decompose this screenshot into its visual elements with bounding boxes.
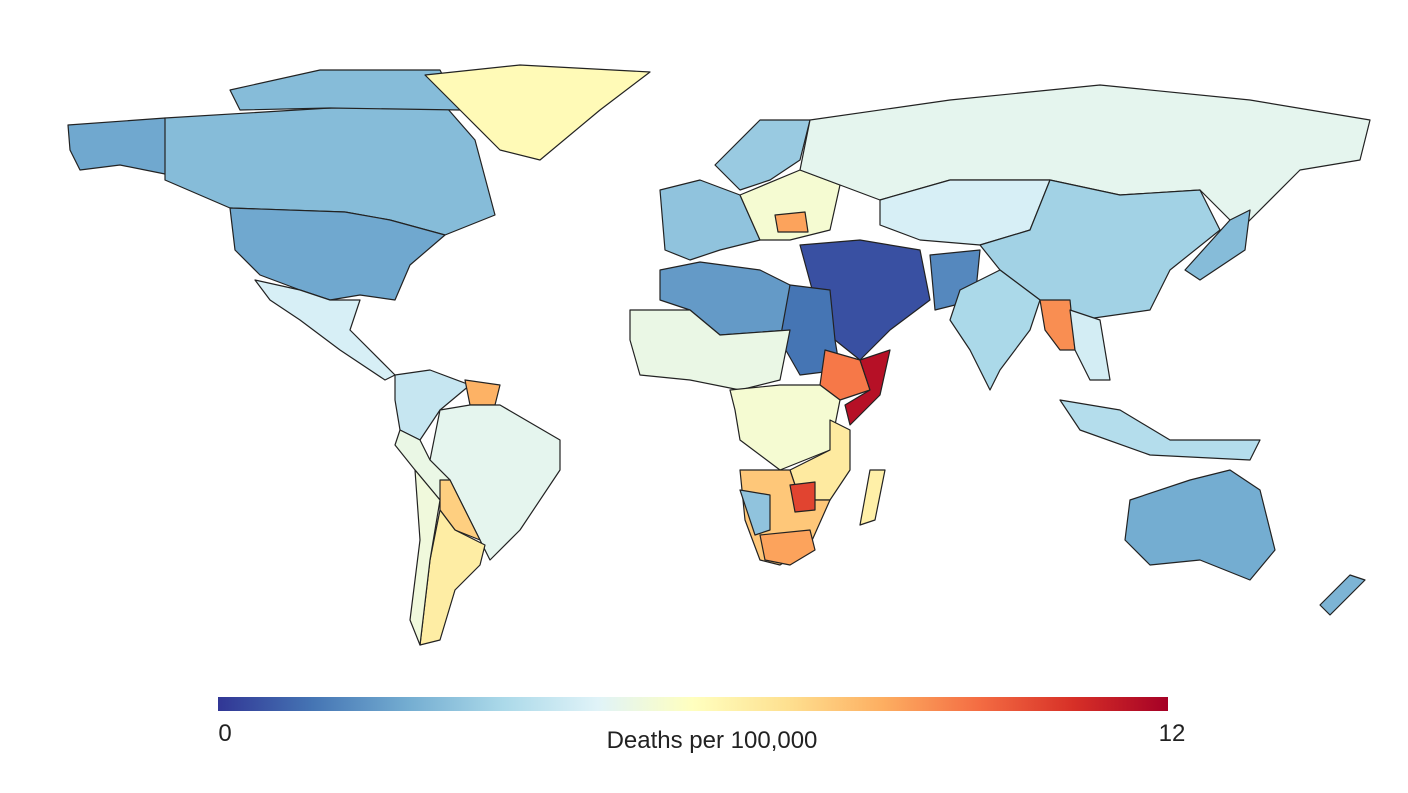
region: [859, 469, 886, 526]
region: [1069, 309, 1111, 381]
region: [409, 469, 441, 646]
region: [229, 207, 446, 301]
region: [1184, 209, 1251, 281]
region: [789, 481, 816, 513]
region: [629, 309, 791, 391]
colorbar-max-label: 12: [1159, 720, 1186, 747]
region: [464, 379, 501, 406]
region: [1124, 469, 1276, 581]
region: [424, 64, 651, 161]
region: [799, 84, 1371, 231]
region: [774, 211, 809, 233]
region: [1319, 574, 1366, 616]
region: [1059, 399, 1261, 461]
region: [394, 369, 471, 441]
colorbar-title: Deaths per 100,000: [607, 727, 818, 754]
region: [659, 179, 761, 261]
region: [67, 117, 171, 176]
region: [819, 349, 871, 401]
countries: [67, 64, 1371, 646]
colorbar: [218, 697, 1168, 711]
region: [759, 529, 816, 566]
colorbar-min-label: 0: [218, 720, 231, 747]
region: [739, 489, 771, 536]
region: [949, 269, 1041, 391]
region: [714, 119, 811, 191]
region: [1039, 299, 1076, 351]
region: [844, 349, 891, 426]
